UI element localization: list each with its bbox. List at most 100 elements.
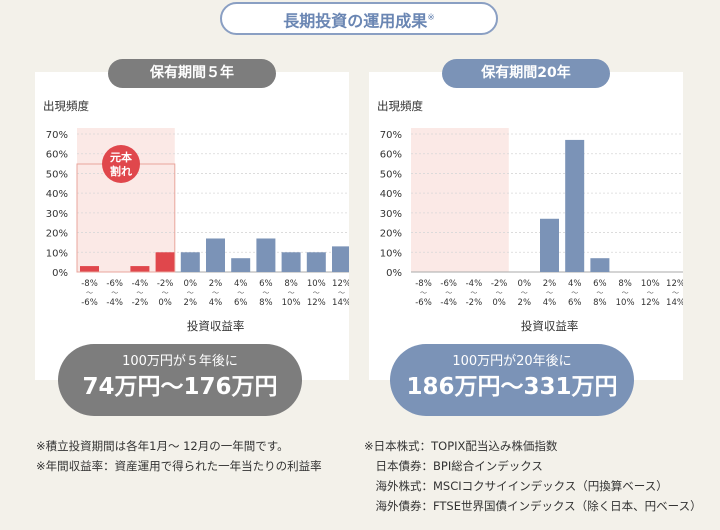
x-tick-label: 〜: [622, 289, 629, 297]
summary-20y-line2: 186万円〜331万円: [406, 374, 618, 400]
x-tick-label: 〜: [162, 289, 169, 297]
chart-panel-20y: 出現頻度 70% 60% 50% 40% 30% 20% 10% 0% -8% 〜 -6% -6% 〜 -4…: [369, 72, 683, 380]
x-tick-label: 〜: [237, 289, 244, 297]
summary-5y-line2: 74万円〜176万円: [82, 374, 278, 400]
note-line: ※日本株式：TOPIX配当込み株価指数: [364, 439, 558, 453]
bar-9: [306, 252, 326, 272]
x-tick-label: 0%: [184, 279, 198, 289]
x-tick-label: -6%: [440, 279, 457, 289]
x-tick-label: -8%: [415, 279, 432, 289]
y-tick-label: 10%: [380, 248, 402, 259]
y-tick-label: 70%: [380, 130, 402, 141]
summary-20y-line1: 100万円が20年後に: [452, 354, 572, 369]
x-tick-label: 〜: [672, 289, 679, 297]
x-tick-label: 12%: [641, 298, 660, 308]
bar-7: [590, 258, 610, 272]
y-tick-label: 20%: [380, 229, 402, 240]
x-tick-label: 〜: [86, 289, 93, 297]
x-tick-label: 〜: [647, 289, 654, 297]
bar-6: [565, 139, 585, 272]
bar-4: [180, 252, 200, 272]
x-tick-label: 6%: [234, 298, 248, 308]
x-tick-label: 〜: [420, 289, 427, 297]
x-tick-label: 〜: [212, 289, 219, 297]
x-tick-label: 2%: [209, 279, 223, 289]
page-title-text: 長期投資の運用成果: [283, 11, 428, 31]
y-tick-label: 60%: [380, 150, 402, 161]
y-tick-label: 40%: [46, 189, 68, 200]
x-tick-label: -4%: [466, 279, 483, 289]
loss-region: [411, 128, 509, 272]
x-tick-label: 14%: [332, 298, 349, 308]
x-tick-label: 〜: [596, 289, 603, 297]
y-tick-label: 60%: [46, 150, 68, 161]
y-tick-label: 70%: [46, 130, 68, 141]
x-tick-label: 〜: [136, 289, 143, 297]
x-tick-label: 〜: [496, 289, 503, 297]
x-tick-label: 12%: [307, 298, 326, 308]
x-tick-label: -2%: [157, 279, 174, 289]
x-tick-label: 14%: [666, 298, 683, 308]
x-tick-label: 6%: [568, 298, 582, 308]
x-axis-label: 投資収益率: [187, 319, 245, 333]
x-tick-label: 2%: [184, 298, 198, 308]
note-line: 海外債券：FTSE世界国債インデックス（除く日本、円ベース）: [364, 499, 702, 513]
bar-5: [206, 238, 225, 272]
summary-5y: 100万円が５年後に 74万円〜176万円: [58, 344, 302, 416]
x-tick-label: 8%: [618, 279, 632, 289]
bar-3: [155, 252, 175, 272]
x-tick-label: 0%: [492, 298, 506, 308]
x-tick-label: 4%: [568, 279, 582, 289]
chart-panel-5y: 出現頻度 70% 60% 50% 40% 30% 20% 10% 0% -8% 〜 -6% -6% 〜 -4…: [35, 72, 349, 380]
y-tick-label: 50%: [46, 169, 68, 180]
bar-0: [80, 266, 99, 272]
summary-5y-line1: 100万円が５年後に: [122, 354, 238, 369]
y-tick-label: 30%: [380, 209, 402, 220]
x-tick-label: 10%: [282, 298, 301, 308]
x-tick-label: 〜: [111, 289, 118, 297]
x-tick-label: 〜: [187, 289, 194, 297]
x-tick-label: 〜: [313, 289, 320, 297]
x-tick-label: -4%: [440, 298, 457, 308]
x-tick-label: 12%: [332, 279, 349, 289]
loss-badge: [102, 145, 140, 183]
x-tick-label: 4%: [543, 298, 557, 308]
chart-5y: 出現頻度70%60%50%40%30%20%10%0%-8%〜-6%-6%〜-4…: [43, 99, 349, 333]
x-axis-label: 投資収益率: [521, 319, 579, 333]
x-tick-label: -8%: [81, 279, 98, 289]
x-tick-label: 〜: [288, 289, 295, 297]
y-tick-label: 50%: [380, 169, 402, 180]
x-tick-label: 〜: [546, 289, 553, 297]
x-tick-label: -4%: [132, 279, 149, 289]
y-tick-label: 40%: [380, 189, 402, 200]
x-tick-label: 2%: [518, 298, 532, 308]
x-tick-label: -2%: [491, 279, 508, 289]
loss-badge-text: 元本: [110, 150, 132, 164]
y-tick-label: 10%: [46, 248, 68, 259]
bar-2: [130, 266, 150, 272]
x-tick-label: -6%: [106, 279, 123, 289]
x-tick-label: 8%: [593, 298, 607, 308]
x-tick-label: -2%: [132, 298, 149, 308]
x-tick-label: -6%: [81, 298, 98, 308]
note-line: ※年間収益率：資産運用で得られた一年当たりの利益率: [36, 459, 322, 473]
y-tick-label: 30%: [46, 209, 68, 220]
x-tick-label: 10%: [641, 279, 660, 289]
summary-20y: 100万円が20年後に 186万円〜331万円: [390, 344, 634, 416]
x-tick-label: 12%: [666, 279, 683, 289]
bar-6: [231, 258, 251, 272]
x-tick-label: 〜: [338, 289, 345, 297]
title-note-mark: ※: [427, 13, 435, 23]
loss-badge-text: 割れ: [110, 164, 132, 178]
x-tick-label: 〜: [262, 289, 269, 297]
note-line: 日本債券：BPI総合インデックス: [364, 459, 543, 473]
x-tick-label: 0%: [158, 298, 172, 308]
x-tick-label: 〜: [571, 289, 578, 297]
bar-8: [281, 252, 301, 272]
x-tick-label: 〜: [470, 289, 477, 297]
x-tick-label: 2%: [543, 279, 557, 289]
x-tick-label: 8%: [284, 279, 298, 289]
x-tick-label: -4%: [106, 298, 123, 308]
note-line: 海外株式：MSCIコクサイインデックス（円換算ベース）: [364, 479, 668, 493]
x-tick-label: 〜: [521, 289, 528, 297]
